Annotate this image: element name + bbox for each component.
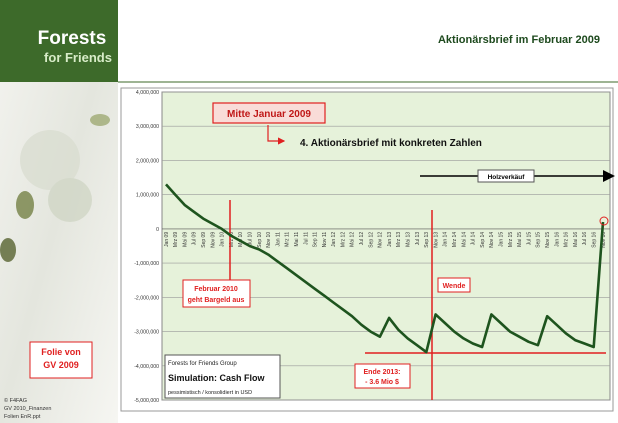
x-tick-label: Mrz 13: [396, 232, 402, 248]
x-tick-label: Jan 12: [331, 232, 337, 247]
x-tick-label: Sep 12: [368, 232, 374, 248]
x-tick-label: Mrz 11: [285, 232, 291, 247]
logo-text: for Friends: [44, 50, 112, 65]
y-tick-label: 2,000,000: [136, 158, 159, 164]
x-tick-label: Jul 14: [471, 232, 477, 246]
x-tick-label: Jan 10: [220, 232, 226, 247]
footer: © F4FAG: [4, 397, 27, 404]
annotation: - 3.6 Mio $: [365, 379, 399, 386]
side-note: GV 2009: [43, 360, 79, 370]
x-tick-label: Nov 15: [545, 232, 551, 248]
y-tick-label: -4,000,000: [134, 364, 159, 370]
x-tick-label: Sep 09: [201, 232, 207, 248]
x-tick-label: Mai 12: [350, 232, 356, 247]
x-tick-label: Sep 15: [536, 232, 542, 248]
annotation: Mitte Januar 2009: [227, 109, 311, 120]
x-tick-label: Mai 11: [294, 232, 300, 247]
x-tick-label: Mrz 14: [452, 232, 458, 248]
x-tick-label: Sep 10: [257, 232, 263, 248]
x-tick-label: Jan 16: [554, 232, 560, 247]
x-tick-label: Jan 11: [275, 232, 281, 247]
chart: 4,000,000 3,000,000 2,000,000 1,000,000 0 -1,…: [134, 90, 612, 404]
x-tick-label: Nov 14: [489, 232, 495, 248]
y-tick-label: 3,000,000: [136, 124, 159, 130]
x-tick-label: Sep 14: [480, 232, 486, 248]
x-tick-label: Nov 12: [378, 232, 384, 248]
x-tick-label: Nov 13: [433, 232, 439, 248]
x-tick-label: Mai 13: [406, 232, 412, 247]
y-tick-label: -2,000,000: [134, 295, 159, 301]
y-tick-label: -1,000,000: [134, 261, 159, 267]
x-tick-label: Jan 15: [499, 232, 505, 247]
annotation: 4. Aktionärsbrief mit konkreten Zahlen: [300, 138, 482, 149]
y-tick-label: 1,000,000: [136, 193, 159, 199]
x-tick-label: Mrz 16: [564, 232, 570, 248]
legend-text: Forests for Friends Group: [168, 361, 237, 367]
x-tick-label: Mai 09: [182, 232, 188, 247]
annotation: Wende: [443, 283, 466, 290]
x-tick-label: Nov 09: [210, 232, 216, 248]
x-tick-label: Jul 11: [303, 232, 309, 245]
legend-text: pessimistisch / konsolidiert in USD: [168, 390, 252, 396]
annotation: Holzverkäuf: [488, 174, 526, 181]
x-tick-label: Mrz 12: [340, 232, 346, 248]
x-tick-label: Mai 14: [461, 232, 467, 247]
footer: GV 2010_Finanzen: [4, 406, 51, 412]
x-tick-label: Jul 16: [582, 232, 588, 246]
x-tick-label: Jul 09: [192, 232, 198, 246]
x-tick-label: Sep 16: [592, 232, 598, 248]
x-tick-label: Jul 12: [359, 232, 365, 246]
x-tick-label: Mrz 15: [508, 232, 514, 248]
x-tick-label: Sep 13: [424, 232, 430, 248]
x-tick-label: Jul 13: [415, 232, 421, 246]
x-tick-label: Jul 10: [247, 232, 253, 246]
x-tick-label: Mai 15: [517, 232, 523, 247]
legend-text: Simulation: Cash Flow: [168, 373, 266, 383]
x-tick-label: Jan 14: [443, 232, 449, 247]
x-tick-label: Jan 13: [387, 232, 393, 247]
x-tick-label: Nov 11: [322, 232, 328, 248]
slide-title: Aktionärsbrief im Februar 2009: [438, 34, 600, 46]
x-tick-label: Mrz 09: [173, 232, 179, 248]
x-tick-label: Jul 15: [526, 232, 532, 246]
slide: Forests for Friends Aktionärsbrief im Fe…: [0, 0, 618, 423]
y-tick-label: -3,000,000: [134, 330, 159, 336]
x-tick-label: Sep 11: [313, 232, 319, 248]
annotation: Ende 2013:: [364, 369, 401, 376]
annotation: Februar 2010: [194, 286, 238, 293]
x-tick-label: Mai 16: [573, 232, 579, 247]
y-tick-label: 0: [156, 227, 159, 233]
y-tick-label: 4,000,000: [136, 90, 159, 96]
x-tick-label: Nov 10: [266, 232, 272, 248]
logo-text: Forests: [38, 28, 107, 49]
annotation: geht Bargeld aus: [188, 297, 245, 304]
footer: Folien EnR.ppt: [4, 414, 41, 420]
side-note: Folie von: [41, 347, 81, 357]
x-tick-label: Jan 09: [164, 232, 170, 247]
y-tick-label: -5,000,000: [134, 398, 159, 404]
